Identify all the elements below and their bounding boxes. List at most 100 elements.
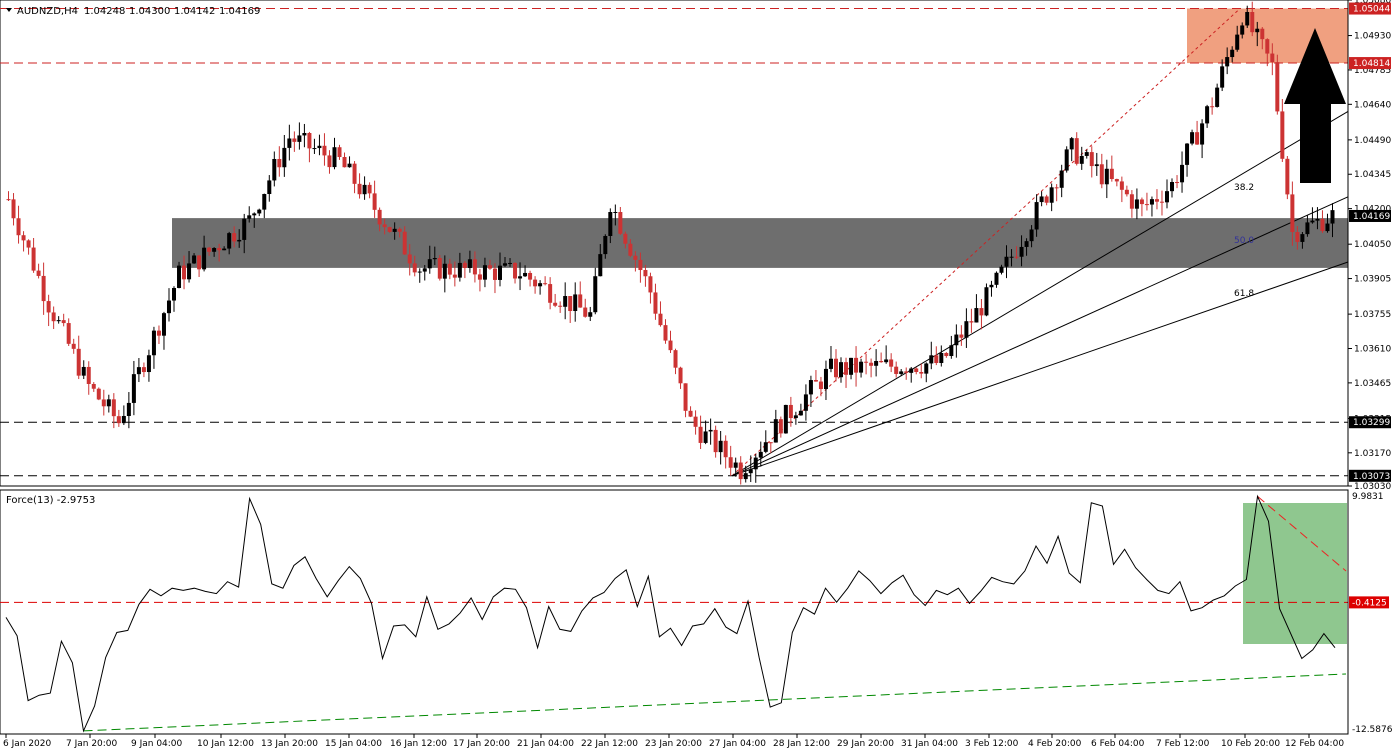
- candle-body: [1320, 218, 1325, 232]
- fib-label-0: 38.2: [1234, 183, 1254, 193]
- candle-body: [161, 313, 166, 336]
- chart-title: AUDNZD,H4: [17, 6, 78, 17]
- level-tag-label-0: 1.05044: [1353, 5, 1390, 15]
- candle-body: [914, 368, 919, 372]
- candle-body: [733, 462, 738, 468]
- candle-body: [347, 163, 352, 168]
- candle-body: [212, 248, 217, 252]
- price-tick-label-13: 1.03170: [1354, 449, 1391, 459]
- force-uptrend-line: [83, 673, 1347, 732]
- candle-body: [472, 259, 477, 275]
- candle-body: [447, 263, 452, 275]
- time-tick-label-14: 31 Jan 04:00: [901, 739, 958, 749]
- candle-body: [984, 287, 989, 316]
- candle-body: [412, 263, 417, 273]
- time-tick-label-9: 22 Jan 12:00: [581, 739, 638, 749]
- candle-body: [813, 380, 818, 382]
- candle-body: [874, 360, 879, 366]
- candle-body: [292, 138, 297, 142]
- candle-body: [1154, 199, 1159, 202]
- candle-body: [61, 320, 66, 324]
- candle-body: [818, 381, 823, 390]
- candle-body: [182, 265, 187, 280]
- candle-body: [598, 254, 603, 277]
- candle-body: [808, 380, 813, 395]
- candle-body: [197, 255, 202, 270]
- level-tag-1: [1349, 57, 1391, 70]
- candle-body: [6, 199, 11, 201]
- ohlc-low: 1.04142: [174, 6, 215, 17]
- candle-body: [96, 388, 101, 400]
- candle-body: [593, 276, 598, 313]
- candle-body: [748, 469, 753, 474]
- candle-body: [583, 307, 588, 317]
- level-tag-label-2: 1.03299: [1353, 418, 1390, 428]
- candle-body: [1139, 199, 1144, 205]
- candle-body: [1245, 11, 1250, 26]
- candle-body: [457, 262, 462, 278]
- price-tick-label-6: 1.04200: [1354, 205, 1391, 215]
- candle-body: [543, 283, 548, 285]
- candle-body: [1205, 106, 1210, 124]
- candle-body: [518, 276, 523, 279]
- candle-body: [638, 259, 643, 271]
- candle-body: [46, 301, 51, 313]
- candle-body: [1099, 164, 1104, 185]
- candle-body: [798, 410, 803, 416]
- candle-body: [1094, 164, 1099, 167]
- fib-fan-line-1: [731, 196, 1349, 477]
- candle-body: [1185, 143, 1190, 165]
- candle-body: [126, 402, 131, 416]
- candle-body: [1175, 182, 1180, 184]
- candle-body: [653, 292, 658, 314]
- candle-body: [1235, 34, 1240, 50]
- support-zone: [172, 218, 1348, 268]
- force-zone: [1243, 503, 1347, 644]
- force-tick-label-0: 9.9831: [1352, 492, 1384, 502]
- candle-body: [1170, 182, 1175, 192]
- candle-body: [1044, 196, 1049, 203]
- time-tick-label-2: 9 Jan 04:00: [131, 739, 183, 749]
- time-tick-label-15: 3 Feb 12:00: [965, 739, 1019, 749]
- candle-body: [1315, 218, 1320, 221]
- bullish-arrow: [1284, 28, 1346, 183]
- candle-body: [166, 300, 171, 314]
- level-tag-label-1: 1.04814: [1353, 59, 1390, 69]
- fib-fan-line-2: [731, 261, 1349, 477]
- candle-body: [327, 155, 332, 168]
- candle-body: [367, 184, 372, 194]
- candle-body: [949, 345, 954, 357]
- candle-body: [969, 321, 974, 323]
- time-tick-label-1: 7 Jan 20:00: [66, 739, 118, 749]
- candle-body: [1300, 234, 1305, 242]
- candle-body: [91, 383, 96, 389]
- candle-body: [608, 212, 613, 236]
- candle-body: [202, 247, 207, 270]
- price-tick-label-5: 1.04345: [1354, 170, 1391, 180]
- candle-body: [156, 330, 161, 336]
- candle-body: [277, 158, 282, 168]
- candle-body: [678, 367, 683, 384]
- candle-body: [217, 248, 222, 251]
- level-tag-2: [1349, 416, 1391, 429]
- candle-body: [1049, 187, 1054, 203]
- candle-body: [828, 358, 833, 369]
- candle-body: [307, 132, 312, 149]
- candle-body: [36, 270, 41, 276]
- force-title: Force(13) -2.9753: [6, 495, 95, 506]
- time-tick-label-0: 6 Jan 2020: [3, 739, 51, 749]
- candle-body: [954, 334, 959, 346]
- price-tick-label-9: 1.03755: [1354, 310, 1391, 320]
- candle-body: [573, 294, 578, 312]
- candle-body: [508, 262, 513, 264]
- candle-body: [267, 180, 272, 195]
- candle-body: [177, 265, 182, 288]
- title-dropdown-icon[interactable]: [6, 8, 12, 12]
- candle-body: [1295, 232, 1300, 242]
- price-tick-label-4: 1.04490: [1354, 136, 1391, 146]
- candle-body: [513, 262, 518, 279]
- candle-body: [442, 263, 447, 279]
- candle-body: [337, 147, 342, 158]
- time-tick-label-19: 10 Feb 20:00: [1221, 739, 1280, 749]
- candle-body: [688, 410, 693, 417]
